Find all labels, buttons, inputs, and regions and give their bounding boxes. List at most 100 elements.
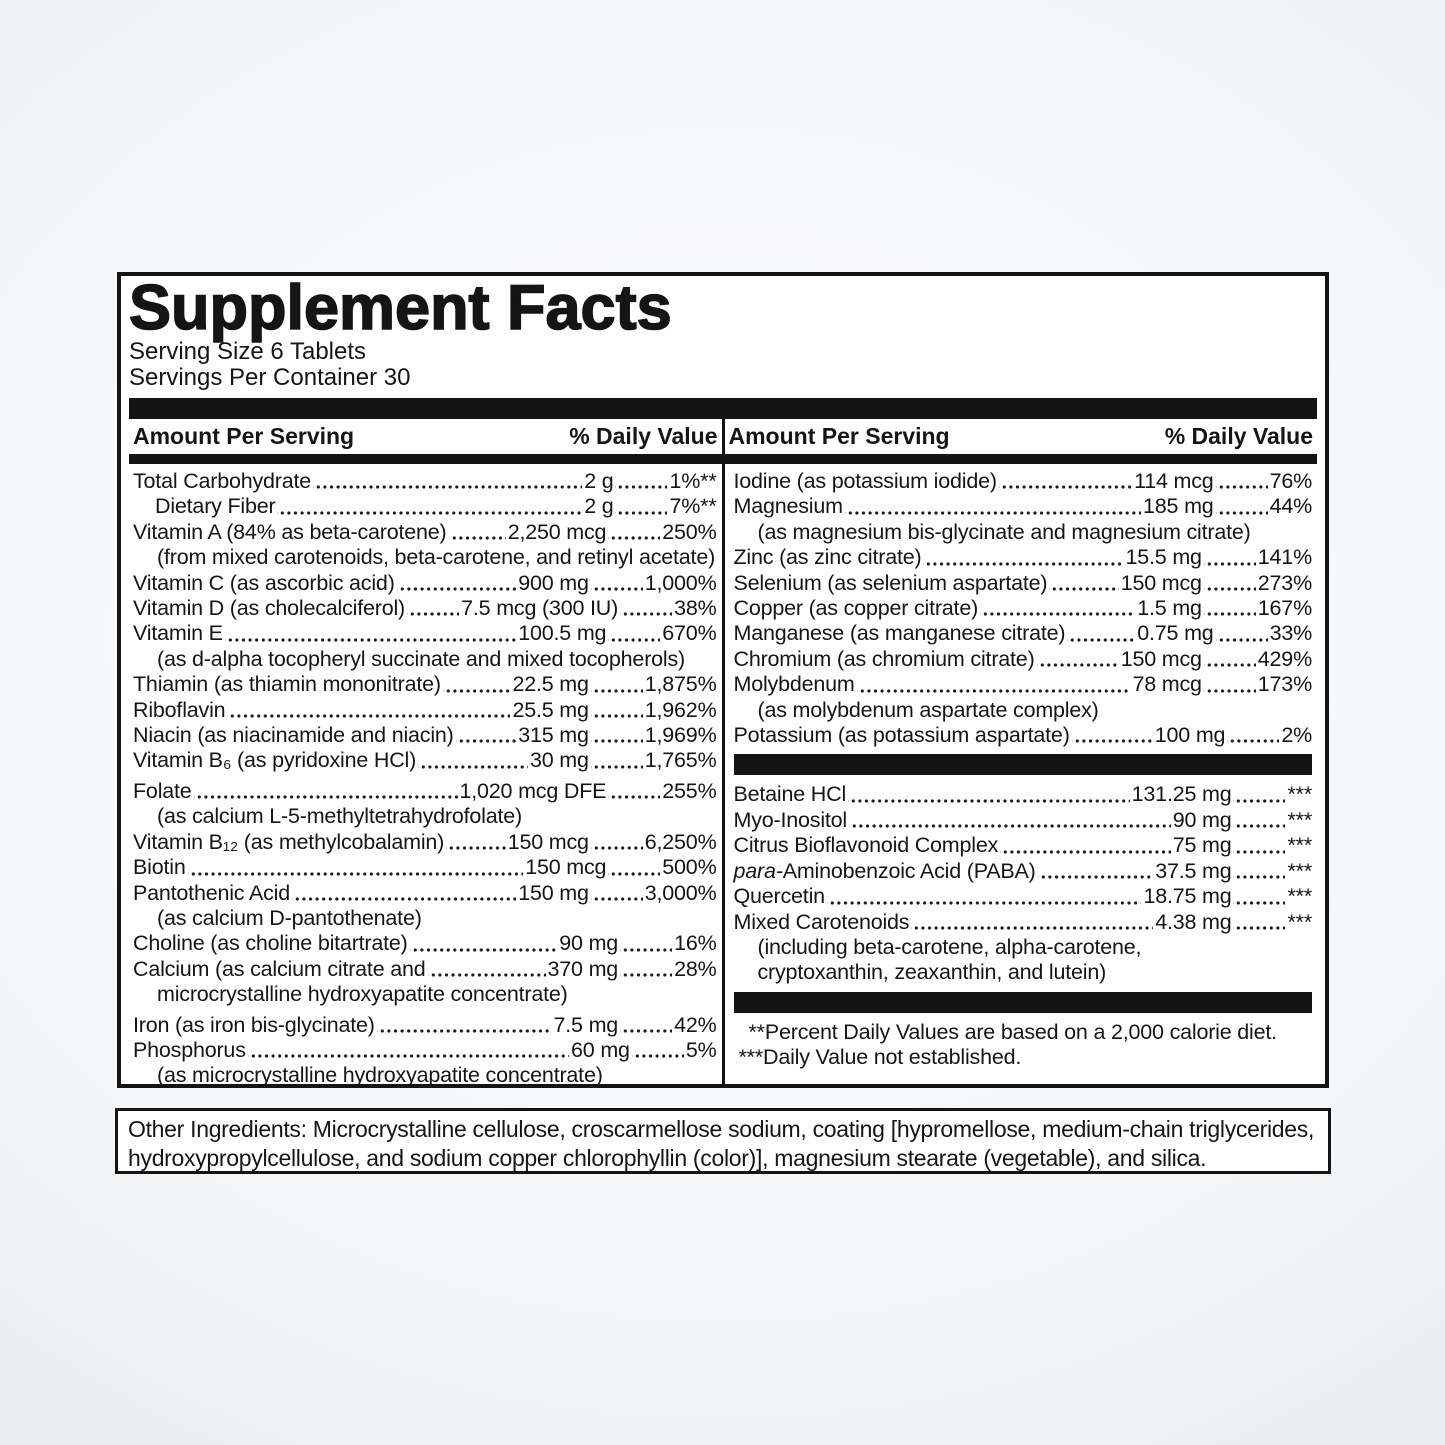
dot-leader [313,469,583,495]
dot-leader [998,469,1133,495]
nutrient-amount: 90 mg [1172,807,1232,832]
nutrient-daily-value: *** [1287,807,1312,832]
nutrient-name: Pantothenic Acid [133,880,290,905]
dot-leader [277,494,583,520]
nutrient-row: Riboflavin 25.5 mg 1,962% [133,697,717,724]
nutrient-amount: 78 mcg [1132,672,1202,697]
section-divider-bar [733,754,1312,776]
nutrient-amount: 100 mg [1154,723,1226,748]
nutrient-name: Copper (as copper citrate) [733,596,979,621]
dot-leader [620,1012,673,1038]
nutrient-subtext: microcrystalline hydroxyapatite concentr… [157,982,568,1007]
nutrient-name: Vitamin B₆ (as pyridoxine HCl) [133,748,417,773]
dot-leader [455,723,517,749]
dot-leader [1233,782,1286,808]
dot-leader [376,1012,552,1038]
nutrient-subtext: (as d-alpha tocopheryl succinate and mix… [157,646,685,671]
nutrient-name: Vitamin A (84% as beta-carotene) [133,519,447,544]
nutrient-daily-value: 670% [662,621,717,646]
dot-leader [590,570,643,597]
dot-leader [844,494,1142,520]
nutrient-name: para-Aminobenzoic Acid (PABA) [733,858,1036,883]
left-column: Amount Per Serving % Daily Value Total C… [129,419,725,1084]
dot-leader [1215,621,1268,647]
dot-leader [1203,596,1256,622]
nutrient-amount: 18.75 mg [1143,884,1232,909]
dot-leader [1049,570,1119,597]
nutrient-name: Chromium (as chromium citrate) [733,646,1035,671]
nutrient-amount: 0.75 mg [1137,621,1214,646]
nutrient-amount: 22.5 mg [512,672,589,697]
nutrient-daily-value: *** [1287,909,1312,934]
nutrient-amount: 150 mcg [507,829,589,854]
nutrient-daily-value: 42% [674,1012,717,1037]
nutrient-amount: 7.5 mcg (300 IU) [461,596,619,621]
nutrient-row: Phosphorus 60 mg 5% [133,1037,717,1064]
dot-leader [1203,545,1256,571]
dot-leader [1233,884,1286,910]
left-nutrient-rows: Total Carbohydrate 2 g 1%** Dietary Fiber 2 … [129,464,722,1084]
nutrient-name: Molybdenum [733,672,855,697]
nutrient-daily-value: 1,969% [644,723,717,748]
nutrient-name: Myo-Inositol [733,807,848,832]
nutrient-daily-value: 33% [1269,621,1313,646]
nutrient-amount: 100.5 mg [518,621,607,646]
dot-leader [1233,807,1286,834]
dot-leader [615,469,668,495]
dot-leader [427,956,546,983]
nutrient-name: Biotin [133,855,186,880]
nutrient-amount: 150 mcg [1120,570,1202,595]
nutrient-daily-value: 2% [1281,723,1312,748]
nutrient-daily-value: 76% [1269,469,1313,493]
nutrient-row: Thiamin (as thiamin mononitrate) 22.5 mg 1… [133,672,717,698]
dot-leader [1036,646,1119,673]
nutrient-subtext: (as calcium L-5-methyltetrahydrofolate) [157,804,523,829]
amount-per-serving-header: Amount Per Serving [728,423,950,449]
nutrient-subtext: (as calcium D-pantothenate) [157,905,422,930]
nutrient-amount: 900 mg [518,570,589,595]
nutrient-subtext: (as magnesium bis-glycinate and magnesiu… [757,519,1251,544]
dot-leader [590,723,643,749]
top-section-bar [129,398,1317,419]
nutrient-daily-value: 173% [1257,672,1312,697]
nutrient-row: Vitamin E 100.5 mg 670% [133,621,717,647]
nutrient-name: Riboflavin [133,697,226,722]
dot-leader [608,621,661,647]
nutrient-name: Vitamin E [133,621,223,646]
dot-leader [418,748,528,774]
footnote: ***Daily Value not established. [738,1045,1022,1070]
nutrient-daily-value: 1,962% [644,697,717,722]
supplement-facts-panel: Supplement Facts Serving Size 6 Tablets … [117,272,1329,1088]
dot-leader [856,672,1131,698]
nutrient-row: Total Carbohydrate 2 g 1%** [133,469,717,495]
serving-size: Serving Size 6 Tablets [129,338,367,365]
nutrient-daily-value: 141% [1257,545,1312,570]
dot-leader [1215,469,1268,495]
nutrient-daily-value: *** [1287,858,1312,883]
nutrient-amount: 185 mg [1143,494,1214,519]
nutrient-amount: 1,020 mcg DFE [459,778,607,803]
nutrient-daily-value: 5% [685,1037,717,1062]
nutrient-daily-value: 500% [662,855,717,880]
dot-leader [631,1037,684,1064]
dot-leader [247,1037,570,1064]
nutrient-row: Pantothenic Acid 150 mg 3,000% [133,880,717,906]
nutrient-amount: 150 mcg [525,855,607,880]
nutrient-amount: 2 g [584,469,614,493]
nutrient-name: Potassium (as potassium aspartate) [733,723,1070,748]
nutrient-row: Dietary Fiber 2 g 7%** [133,494,717,520]
nutrient-name: Niacin (as niacinamide and niacin) [133,723,454,748]
nutrient-row: Magnesium 185 mg 44% [733,494,1312,520]
nutrient-name: Magnesium [733,494,844,519]
dot-leader [1000,833,1171,859]
dot-leader [193,778,458,805]
nutrient-amount: 131.25 mg [1131,782,1232,807]
amount-per-serving-header: Amount Per Serving [133,423,355,449]
nutrient-columns: Amount Per Serving % Daily Value Total C… [129,419,1317,1084]
nutrient-name: Calcium (as calcium citrate and [133,956,426,981]
daily-value-header: % Daily Value [569,423,718,449]
dot-leader [1203,570,1256,597]
section-divider-bar [733,991,1312,1013]
dot-leader [409,931,558,957]
daily-value-header: % Daily Value [1164,423,1313,449]
